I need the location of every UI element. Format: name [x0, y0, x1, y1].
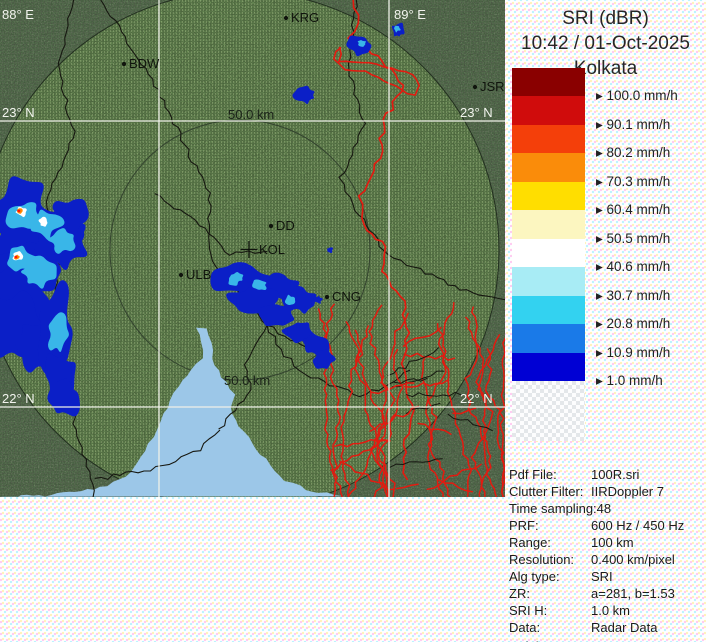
svg-text:CNG: CNG [332, 289, 361, 304]
svg-text:88° E: 88° E [2, 7, 34, 22]
svg-text:ULB: ULB [186, 267, 211, 282]
svg-text:JSR: JSR [480, 79, 505, 94]
svg-text:BDW: BDW [129, 56, 160, 71]
svg-text:50.0 km: 50.0 km [224, 373, 270, 388]
svg-text:50.0 km: 50.0 km [228, 107, 274, 122]
svg-text:89° E: 89° E [394, 7, 426, 22]
svg-text:22° N: 22° N [460, 391, 493, 406]
svg-text:KOL: KOL [259, 242, 285, 257]
svg-text:23° N: 23° N [2, 105, 35, 120]
svg-text:KRG: KRG [291, 10, 319, 25]
svg-text:DD: DD [276, 218, 295, 233]
svg-text:22° N: 22° N [2, 391, 35, 406]
svg-text:23° N: 23° N [460, 105, 493, 120]
